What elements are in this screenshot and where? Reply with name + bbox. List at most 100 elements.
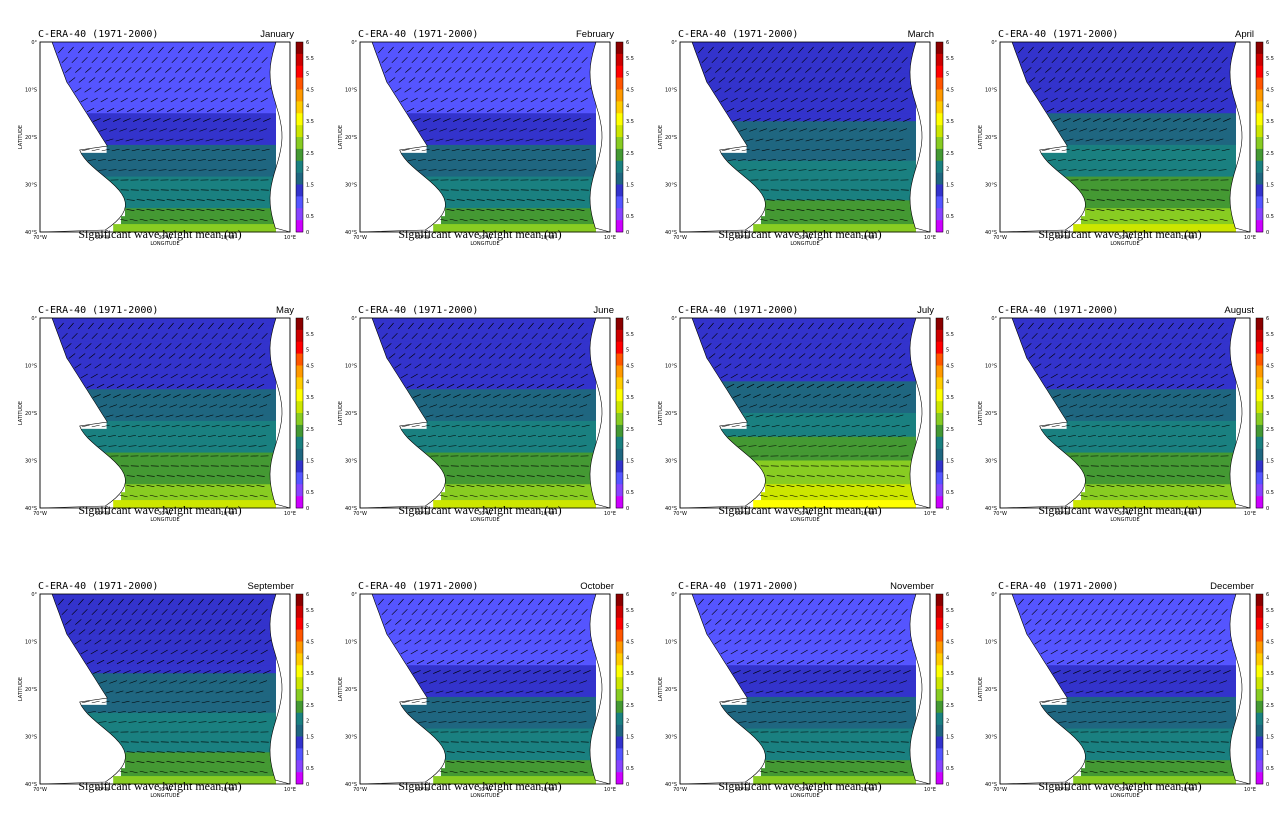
wave-direction-arrow <box>728 322 734 330</box>
wave-direction-arrow <box>203 118 211 122</box>
wave-direction-arrow <box>230 649 238 655</box>
wave-direction-arrow <box>734 363 742 369</box>
wave-direction-arrow <box>1081 56 1088 64</box>
wave-direction-arrow <box>1196 199 1205 201</box>
wave-direction-arrow <box>1088 46 1094 54</box>
wave-direction-arrow <box>128 445 137 447</box>
wave-direction-arrow <box>560 373 568 379</box>
sea-band <box>433 460 596 469</box>
wave-direction-arrow <box>876 209 885 211</box>
lat-tick-label: 10°S <box>345 640 357 646</box>
wave-direction-arrow <box>80 97 88 103</box>
colorbar-tick-label: 6 <box>946 592 949 598</box>
sea-band <box>86 436 276 446</box>
colorbar-swatch <box>296 629 303 642</box>
wave-direction-arrow <box>486 383 495 389</box>
wave-height-map: 0°10°S20°S30°S40°S70°W 50°W 30°W 10°W 10°ELO… <box>658 40 954 247</box>
wave-direction-arrow <box>221 56 228 64</box>
wave-direction-arrow <box>527 159 536 161</box>
wave-direction-arrow <box>1107 711 1116 713</box>
colorbar-tick-label: 3 <box>1266 411 1269 417</box>
wave-direction-arrow <box>757 159 766 161</box>
wave-direction-arrow <box>865 138 874 142</box>
sea-band <box>1040 428 1236 438</box>
wave-direction-arrow <box>187 435 196 437</box>
wave-direction-arrow <box>851 148 860 152</box>
wave-direction-arrow <box>764 639 772 645</box>
wave-direction-arrow <box>225 138 234 142</box>
wave-direction-arrow <box>185 67 192 73</box>
wave-direction-arrow <box>395 343 402 349</box>
month-label: October <box>580 581 614 592</box>
wave-direction-arrow <box>1178 77 1186 83</box>
wave-direction-arrow <box>226 485 235 487</box>
wave-direction-arrow <box>104 639 112 645</box>
wave-direction-arrow <box>885 619 892 625</box>
wave-direction-arrow <box>145 343 152 349</box>
wave-direction-arrow <box>238 445 247 447</box>
colorbar-swatch <box>1256 496 1263 509</box>
wave-direction-arrow <box>581 424 590 428</box>
wave-direction-arrow <box>158 353 166 359</box>
wave-direction-arrow <box>801 700 810 704</box>
wave-direction-arrow <box>136 751 145 753</box>
wave-direction-arrow <box>1185 343 1192 349</box>
wave-direction-arrow <box>736 107 745 113</box>
sea-band <box>406 665 596 674</box>
wave-direction-arrow <box>730 373 738 379</box>
sea-band <box>741 413 916 422</box>
wave-direction-arrow <box>564 87 572 93</box>
wave-direction-arrow <box>1221 700 1230 704</box>
wave-direction-arrow <box>875 619 882 625</box>
wave-direction-arrow <box>196 209 205 211</box>
wave-direction-arrow <box>1186 751 1195 753</box>
wave-direction-arrow <box>571 56 578 64</box>
wave-direction-arrow <box>1199 404 1208 408</box>
wave-direction-arrow <box>839 404 848 408</box>
wave-direction-arrow <box>208 46 214 54</box>
wave-direction-arrow <box>177 159 186 161</box>
wave-direction-arrow <box>71 332 78 340</box>
wave-direction-arrow <box>441 56 448 64</box>
colorbar-swatch <box>936 748 943 761</box>
wave-direction-arrow <box>1149 218 1158 222</box>
wave-direction-arrow <box>473 670 481 674</box>
wave-direction-arrow <box>1143 118 1151 122</box>
wave-direction-arrow <box>98 322 104 330</box>
wave-direction-arrow <box>558 598 564 606</box>
colorbar-swatch <box>616 472 623 485</box>
wave-direction-arrow <box>478 445 487 447</box>
wave-direction-arrow <box>1070 649 1078 655</box>
wave-direction-arrow <box>413 394 421 398</box>
wave-direction-arrow <box>830 649 838 655</box>
wave-direction-arrow <box>1038 46 1044 54</box>
wave-direction-arrow <box>1075 138 1084 142</box>
wave-direction-arrow <box>845 690 854 694</box>
wave-direction-arrow <box>553 394 561 398</box>
wave-direction-arrow <box>878 445 887 447</box>
wave-direction-arrow <box>260 97 268 103</box>
wave-direction-arrow <box>438 322 444 330</box>
wave-direction-arrow <box>780 649 788 655</box>
wave-direction-arrow <box>423 394 431 398</box>
wave-direction-arrow <box>434 363 442 369</box>
sea-band <box>374 49 596 59</box>
wave-direction-arrow <box>858 77 866 83</box>
wave-height-map: 0°10°S20°S30°S40°S70°W 50°W 30°W 10°W 10°ELO… <box>338 40 634 247</box>
wave-direction-arrow <box>501 148 510 152</box>
wave-direction-arrow <box>178 322 184 330</box>
colorbar-tick-label: 6 <box>626 592 629 598</box>
wave-direction-arrow <box>1045 619 1052 625</box>
wave-direction-arrow <box>239 128 248 132</box>
wave-direction-arrow <box>1218 445 1227 447</box>
wave-direction-arrow <box>219 218 228 222</box>
wave-direction-arrow <box>179 128 188 132</box>
wave-direction-arrow <box>1079 494 1088 498</box>
wave-direction-arrow <box>156 659 165 665</box>
wave-direction-arrow <box>1174 87 1182 93</box>
wave-direction-arrow <box>253 394 261 398</box>
sea-band <box>753 224 916 233</box>
colorbar-swatch <box>296 665 303 678</box>
wave-direction-arrow <box>500 373 508 379</box>
wave-direction-arrow <box>534 363 542 369</box>
